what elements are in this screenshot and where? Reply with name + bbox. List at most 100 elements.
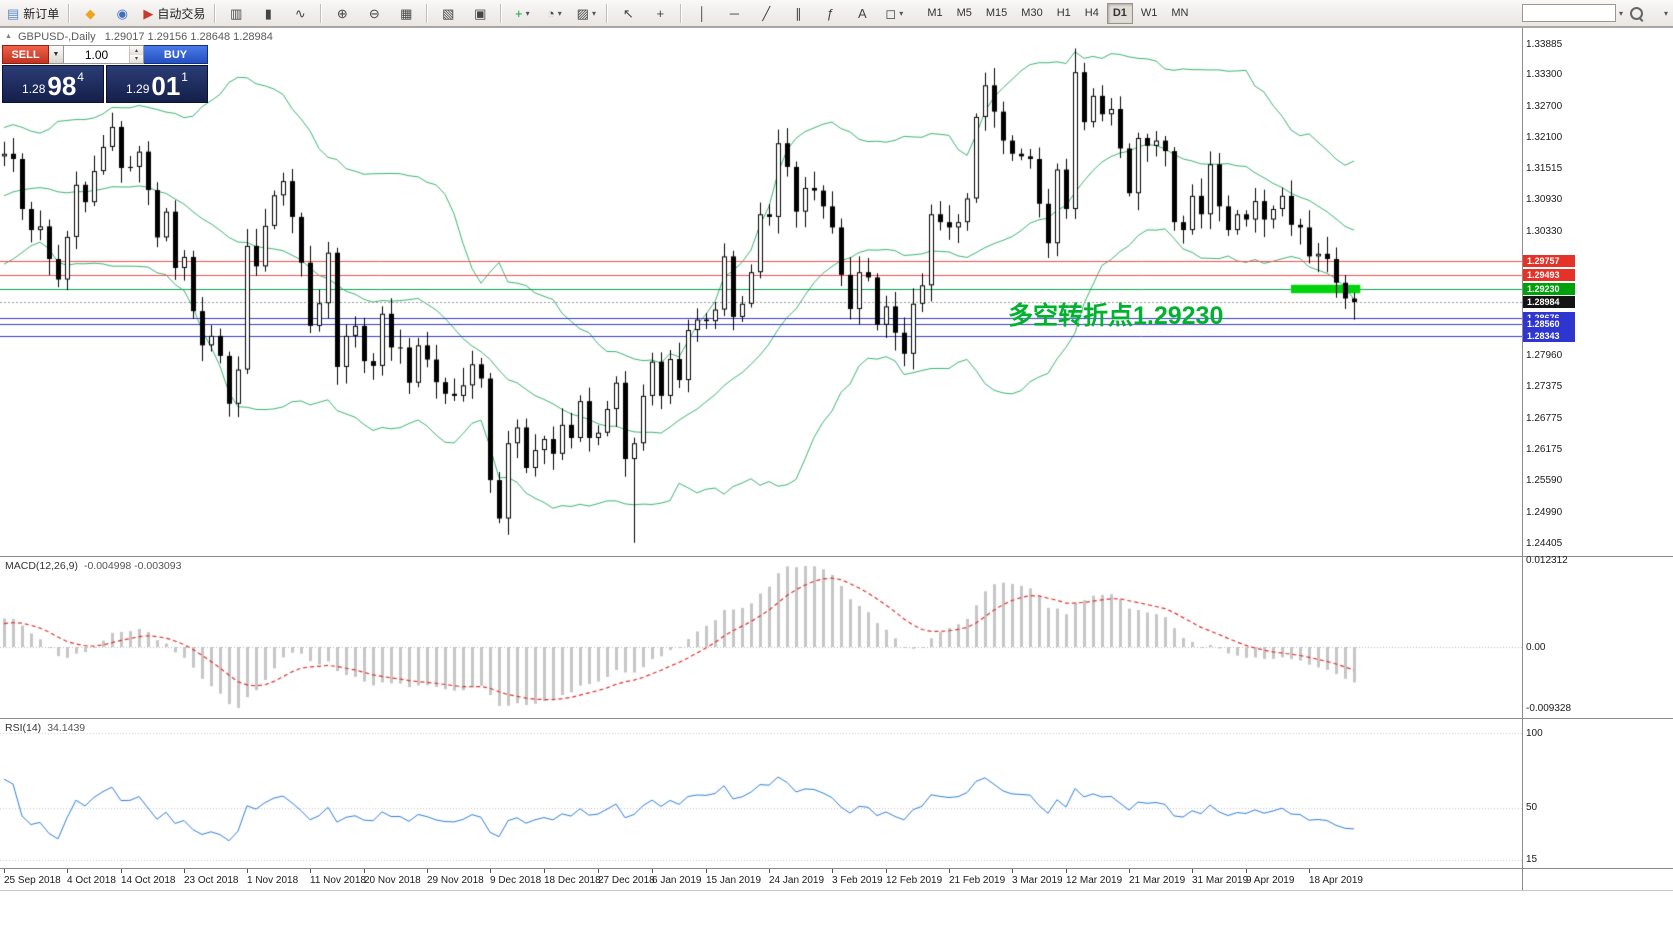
indicators-button[interactable]: + ▾ bbox=[507, 1, 537, 25]
ask-price-point: 1 bbox=[181, 70, 188, 84]
bid-price-prefix: 1.28 bbox=[22, 82, 46, 97]
zoom-out-button-icon: ⊖ bbox=[368, 5, 380, 21]
bid-price-panel[interactable]: 1.28 98 4 bbox=[2, 65, 104, 103]
toolbar-overflow-icon[interactable]: ▾ bbox=[1663, 8, 1668, 18]
auto-scroll-button[interactable]: ▦ bbox=[391, 1, 421, 25]
main-price-chart[interactable] bbox=[0, 28, 1522, 556]
price-axis-label: 1.24990 bbox=[1526, 506, 1563, 518]
channel-button[interactable]: ∥ bbox=[783, 1, 813, 25]
profile-icon[interactable]: ◉ bbox=[107, 1, 137, 25]
rsi-value: 34.1439 bbox=[47, 722, 86, 734]
crosshair-button[interactable]: + bbox=[645, 1, 675, 25]
timeframe-button-M30[interactable]: M30 bbox=[1021, 7, 1043, 19]
date-tick bbox=[832, 869, 833, 873]
search-dropdown-icon[interactable]: ▾ bbox=[1618, 8, 1623, 18]
lot-increase-button[interactable]: ▴ bbox=[130, 46, 143, 55]
collapse-triangle-icon[interactable]: ▲ bbox=[5, 33, 12, 40]
timeframe-button-M15[interactable]: M15 bbox=[985, 7, 1008, 19]
line-chart-button[interactable]: ∿ bbox=[285, 1, 315, 25]
date-tick bbox=[1309, 869, 1310, 873]
price-axis-label: 1.33300 bbox=[1526, 69, 1563, 81]
price-axis-label: 1.24405 bbox=[1526, 537, 1563, 549]
trendline-button[interactable]: ╱ bbox=[751, 1, 781, 25]
date-tick bbox=[652, 869, 653, 873]
horizontal-line-button[interactable]: ─ bbox=[719, 1, 749, 25]
search-input[interactable] bbox=[1521, 4, 1616, 22]
chart-shift-button[interactable]: ▣ bbox=[465, 1, 495, 25]
autotrading-button[interactable]: ▶ 自动交易 bbox=[139, 1, 209, 25]
candlestick-chart-button[interactable]: ▮ bbox=[253, 1, 283, 25]
macd-axis-label: -0.009328 bbox=[1526, 702, 1572, 714]
search-icon[interactable] bbox=[1629, 6, 1643, 20]
periods-button[interactable]: ◔ ▾ bbox=[539, 1, 569, 25]
date-label: 9 Dec 2018 bbox=[490, 875, 542, 886]
ask-price-prefix: 1.29 bbox=[126, 82, 150, 97]
chart-text-annotation[interactable]: 多空转折点1.29230 bbox=[1008, 302, 1224, 330]
lot-decrease-button[interactable]: ▾ bbox=[130, 54, 143, 63]
shapes-button[interactable]: ◻ ▾ bbox=[879, 1, 909, 25]
new-order-button[interactable]: ▤ 新订单 bbox=[3, 1, 63, 25]
macd-values: -0.004998 -0.003093 bbox=[83, 560, 182, 572]
search-box[interactable]: ▾ bbox=[1521, 4, 1647, 22]
rsi-label: RSI(14) 34.1439 bbox=[5, 722, 85, 734]
shapes-button-caret: ▾ bbox=[899, 8, 904, 18]
fibonacci-button[interactable]: ƒ bbox=[815, 1, 845, 25]
ask-price-panel[interactable]: 1.29 01 1 bbox=[106, 65, 208, 103]
date-label: 29 Nov 2018 bbox=[427, 875, 484, 886]
date-tick bbox=[1129, 869, 1130, 873]
text-label-button-icon: A bbox=[857, 5, 867, 21]
date-tick bbox=[949, 869, 950, 873]
cursor-button-icon: ↖ bbox=[622, 5, 634, 21]
date-label: 6 Jan 2019 bbox=[652, 875, 702, 886]
sell-button[interactable]: SELL bbox=[2, 45, 49, 64]
macd-rsi-pane-divider[interactable] bbox=[0, 718, 1673, 719]
date-tick bbox=[706, 869, 707, 873]
main-macd-pane-divider[interactable] bbox=[0, 556, 1673, 557]
rsi-name: RSI(14) bbox=[5, 722, 42, 734]
timeframe-button-H4[interactable]: H4 bbox=[1084, 7, 1099, 19]
trendline-button-icon: ╱ bbox=[762, 5, 771, 21]
tile-windows-button[interactable]: ▧ bbox=[433, 1, 463, 25]
fibonacci-button-icon: ƒ bbox=[826, 5, 834, 21]
vertical-line-button-icon: │ bbox=[698, 5, 707, 21]
timeframe-button-MN[interactable]: MN bbox=[1171, 7, 1189, 19]
mql5-community-icon[interactable]: ◆ bbox=[75, 1, 105, 25]
templates-button-caret: ▾ bbox=[591, 8, 596, 18]
date-label: 21 Mar 2019 bbox=[1129, 875, 1186, 886]
zoom-out-button[interactable]: ⊖ bbox=[359, 1, 389, 25]
lot-stepper: ▴ ▾ bbox=[129, 46, 143, 63]
date-tick bbox=[310, 869, 311, 873]
tile-windows-button-icon: ▧ bbox=[442, 5, 455, 21]
cursor-button[interactable]: ↖ bbox=[613, 1, 643, 25]
price-level-flag[interactable]: 1.29230 bbox=[1523, 283, 1575, 296]
date-label: 4 Oct 2018 bbox=[67, 875, 116, 886]
zoom-in-button[interactable]: ⊕ bbox=[327, 1, 357, 25]
auto-scroll-button-icon: ▦ bbox=[400, 5, 413, 21]
order-type-dropdown[interactable]: ▼ bbox=[49, 45, 64, 64]
new-order-button-icon: ▤ bbox=[7, 5, 20, 21]
chart-shift-button-icon: ▣ bbox=[474, 5, 487, 21]
date-tick bbox=[67, 869, 68, 873]
date-tick bbox=[769, 869, 770, 873]
timeframe-button-W1[interactable]: W1 bbox=[1140, 7, 1158, 19]
vertical-line-button[interactable]: │ bbox=[687, 1, 717, 25]
price-level-flag[interactable]: 1.28560 bbox=[1523, 318, 1575, 331]
price-level-flag[interactable]: 1.28343 bbox=[1523, 329, 1575, 342]
templates-button[interactable]: ▨ ▾ bbox=[571, 1, 601, 25]
date-label: 1 Nov 2018 bbox=[247, 875, 299, 886]
price-level-flag[interactable]: 1.29757 bbox=[1523, 255, 1575, 268]
timeframe-button-H1[interactable]: H1 bbox=[1056, 7, 1071, 19]
price-level-flag[interactable]: 1.29493 bbox=[1523, 269, 1575, 282]
macd-indicator-pane[interactable] bbox=[0, 557, 1522, 718]
timeframe-button-M1[interactable]: M1 bbox=[927, 7, 943, 19]
mql5-community-icon-icon: ◆ bbox=[85, 5, 96, 21]
rsi-indicator-pane[interactable] bbox=[0, 719, 1522, 868]
timeframe-button-M5[interactable]: M5 bbox=[956, 7, 972, 19]
timeframe-button-D1[interactable]: D1 bbox=[1106, 2, 1133, 24]
bar-chart-button[interactable]: ▥ bbox=[221, 1, 251, 25]
buy-button[interactable]: BUY bbox=[144, 45, 208, 64]
lot-size-input[interactable] bbox=[64, 46, 129, 63]
price-axis-label: 1.30330 bbox=[1526, 225, 1563, 237]
text-label-button[interactable]: A bbox=[847, 1, 877, 25]
